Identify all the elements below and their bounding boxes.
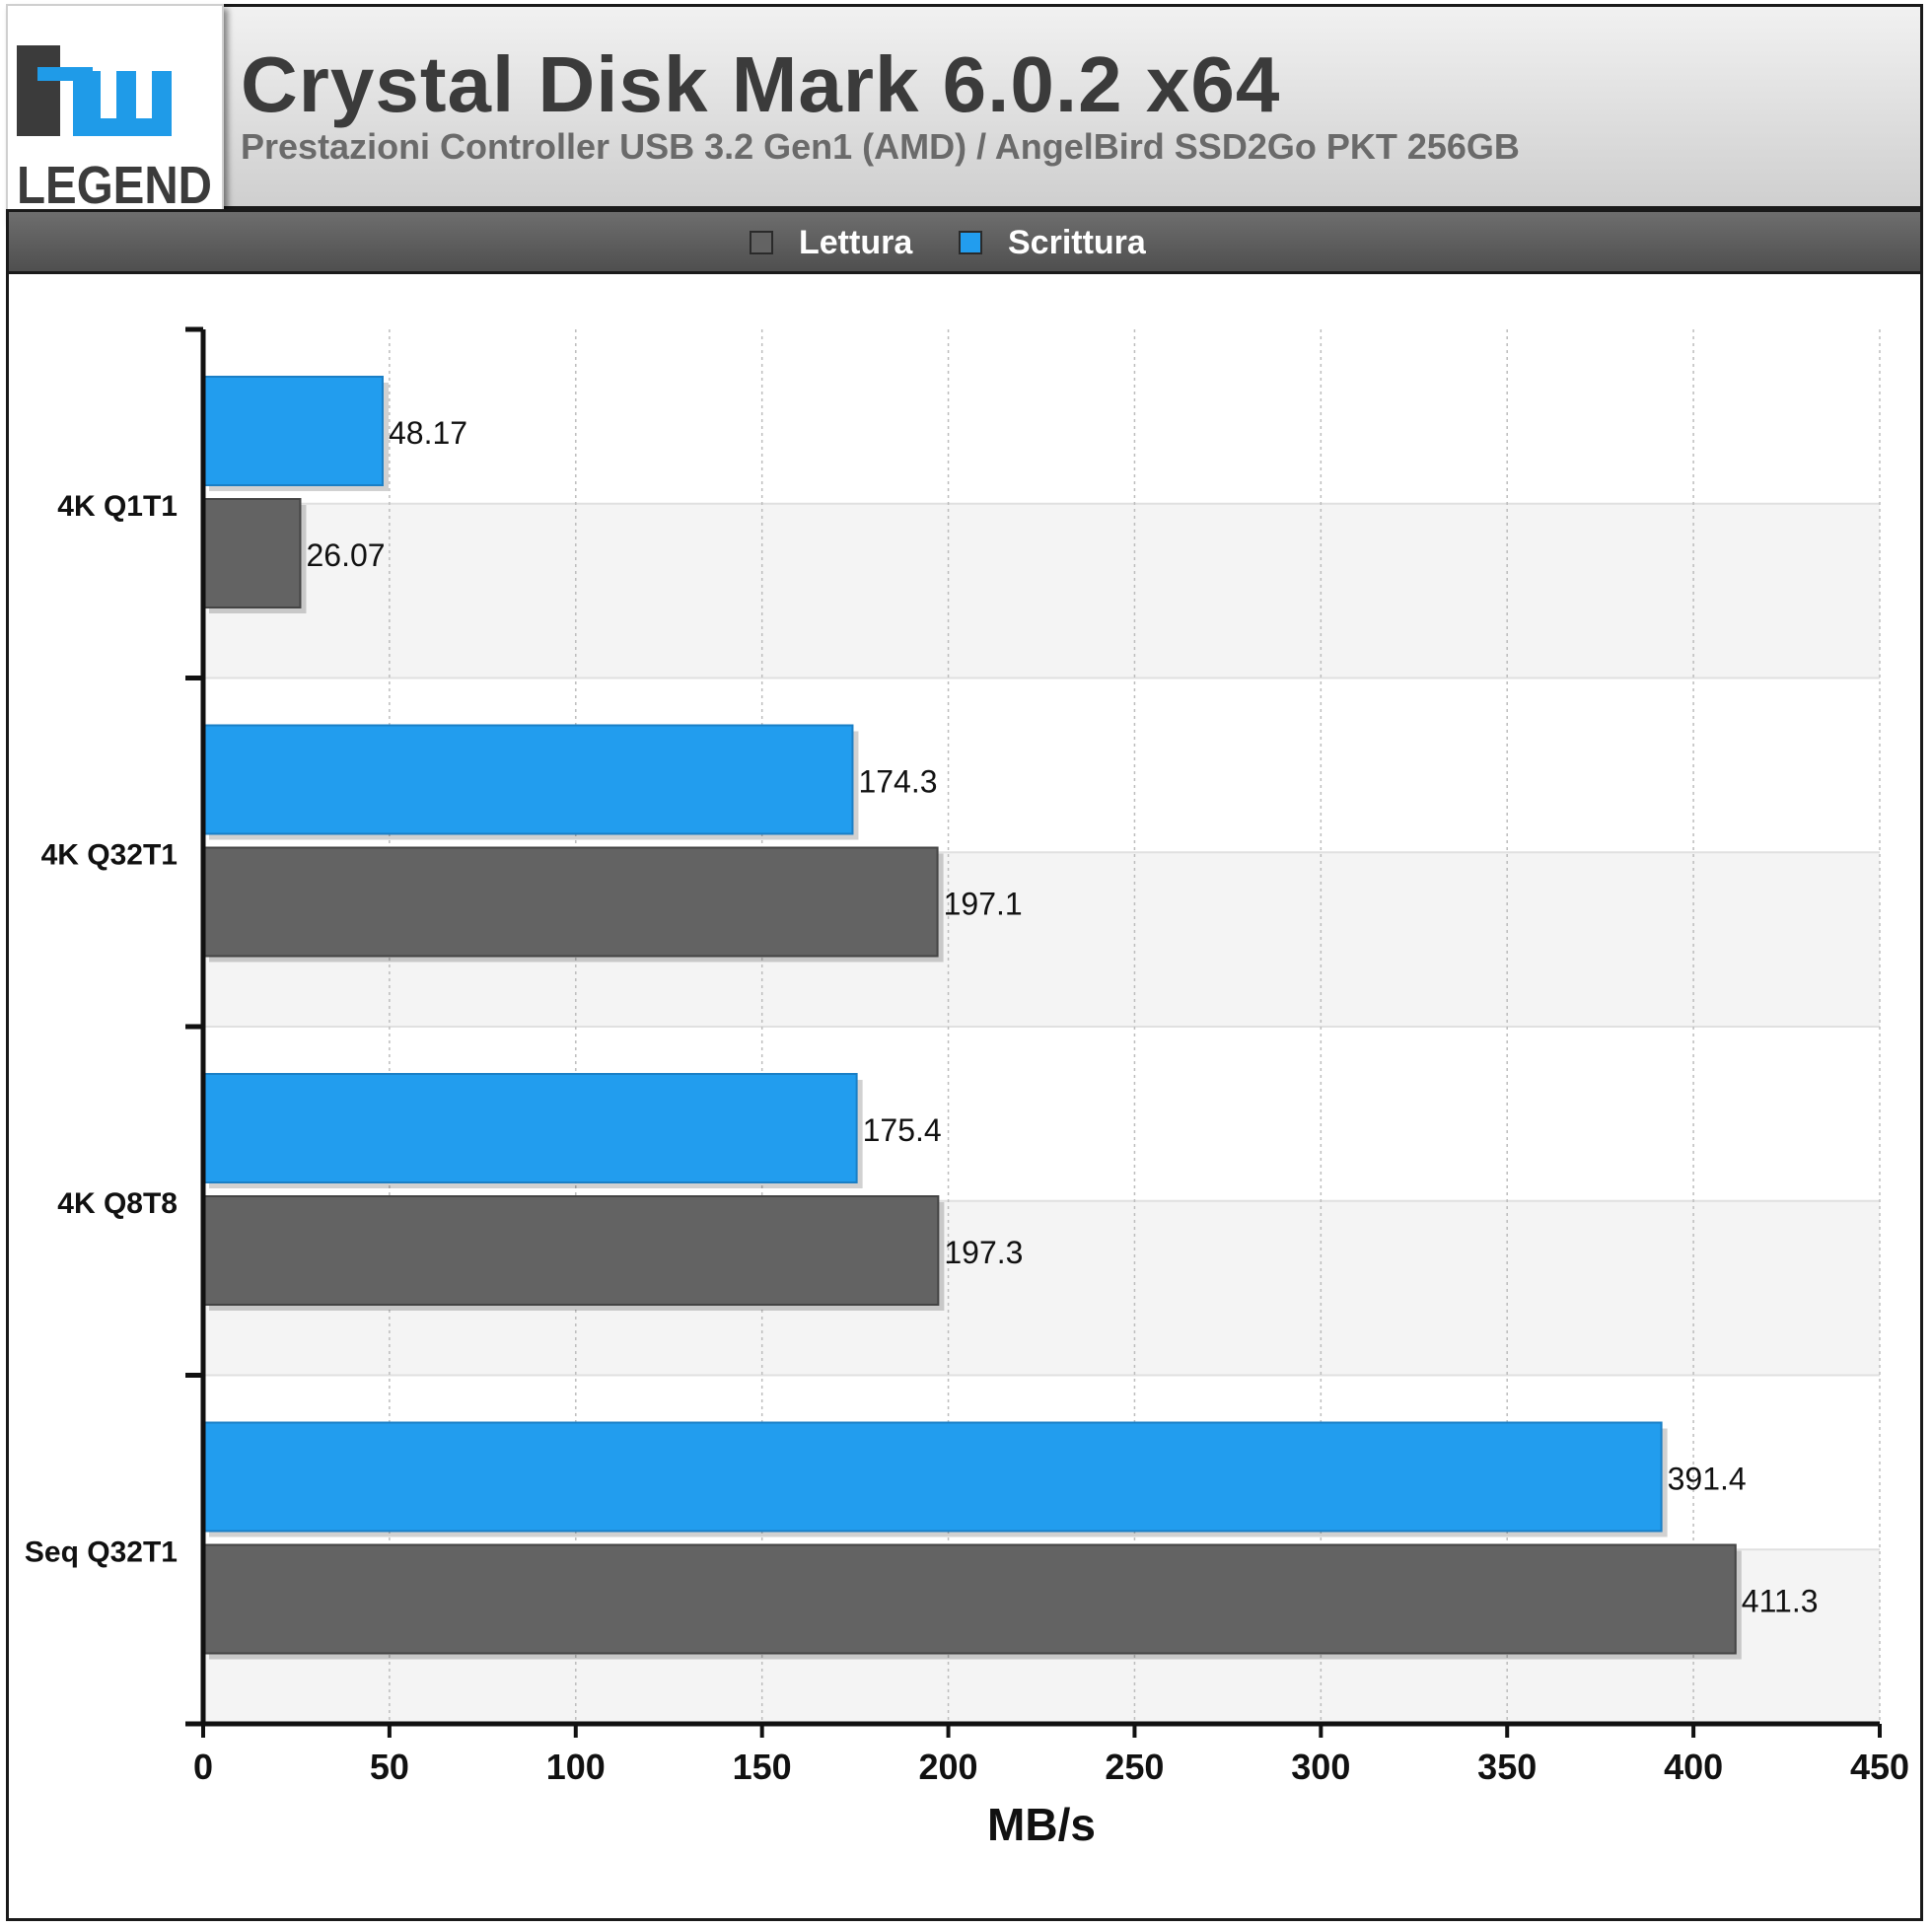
x-tick-label: 300 (1291, 1747, 1350, 1787)
bar-scrittura (202, 376, 384, 486)
bar-value-label: 175.4 (863, 1112, 942, 1148)
legend-item-scrittura[interactable]: Scrittura (959, 221, 1146, 264)
legend-swatch-scrittura (959, 231, 982, 254)
chart-header (6, 4, 1923, 209)
x-tick-label: 0 (193, 1747, 213, 1787)
legend-swatch-lettura (750, 231, 773, 254)
logo-legend-text: LEGEND (17, 156, 212, 215)
x-tick-label: 100 (546, 1747, 606, 1787)
bar-scrittura (202, 1073, 858, 1183)
chart-subtitle: Prestazioni Controller USB 3.2 Gen1 (AMD… (241, 126, 1520, 167)
bar-value-label: 48.17 (389, 415, 467, 451)
bar-value-label: 197.1 (944, 887, 1023, 922)
bar-value-label: 26.07 (306, 537, 385, 573)
x-tick-label: 450 (1850, 1747, 1909, 1787)
bar-lettura (202, 1543, 1737, 1655)
chart-title: Crystal Disk Mark 6.0.2 x64 (241, 40, 1281, 128)
bar-value-label: 174.3 (858, 764, 937, 800)
legend-label-lettura: Lettura (799, 223, 913, 261)
bar-lettura (202, 498, 302, 608)
x-tick-label: 400 (1664, 1747, 1723, 1787)
category-label: 4K Q8T8 (57, 1187, 178, 1220)
bar-value-label: 197.3 (944, 1235, 1023, 1270)
plot-band (203, 503, 1880, 678)
legend-item-lettura[interactable]: Lettura (750, 221, 912, 264)
x-tick-label: 50 (370, 1747, 409, 1787)
legend-label-scrittura: Scrittura (1008, 223, 1146, 261)
x-tick-label: 200 (919, 1747, 978, 1787)
bar-lettura (202, 846, 939, 958)
x-axis-title: MB/s (987, 1799, 1096, 1850)
category-label: 4K Q1T1 (57, 490, 178, 523)
bar-value-label: 411.3 (1742, 1584, 1819, 1619)
bar-scrittura (202, 724, 854, 835)
bar-scrittura (202, 1421, 1663, 1533)
category-label: 4K Q32T1 (41, 838, 178, 871)
x-tick-label: 250 (1105, 1747, 1164, 1787)
x-tick-label: 350 (1477, 1747, 1537, 1787)
bar-lettura (202, 1195, 940, 1306)
bar-value-label: 391.4 (1668, 1462, 1747, 1497)
category-label: Seq Q32T1 (25, 1535, 178, 1568)
x-tick-label: 150 (733, 1747, 792, 1787)
